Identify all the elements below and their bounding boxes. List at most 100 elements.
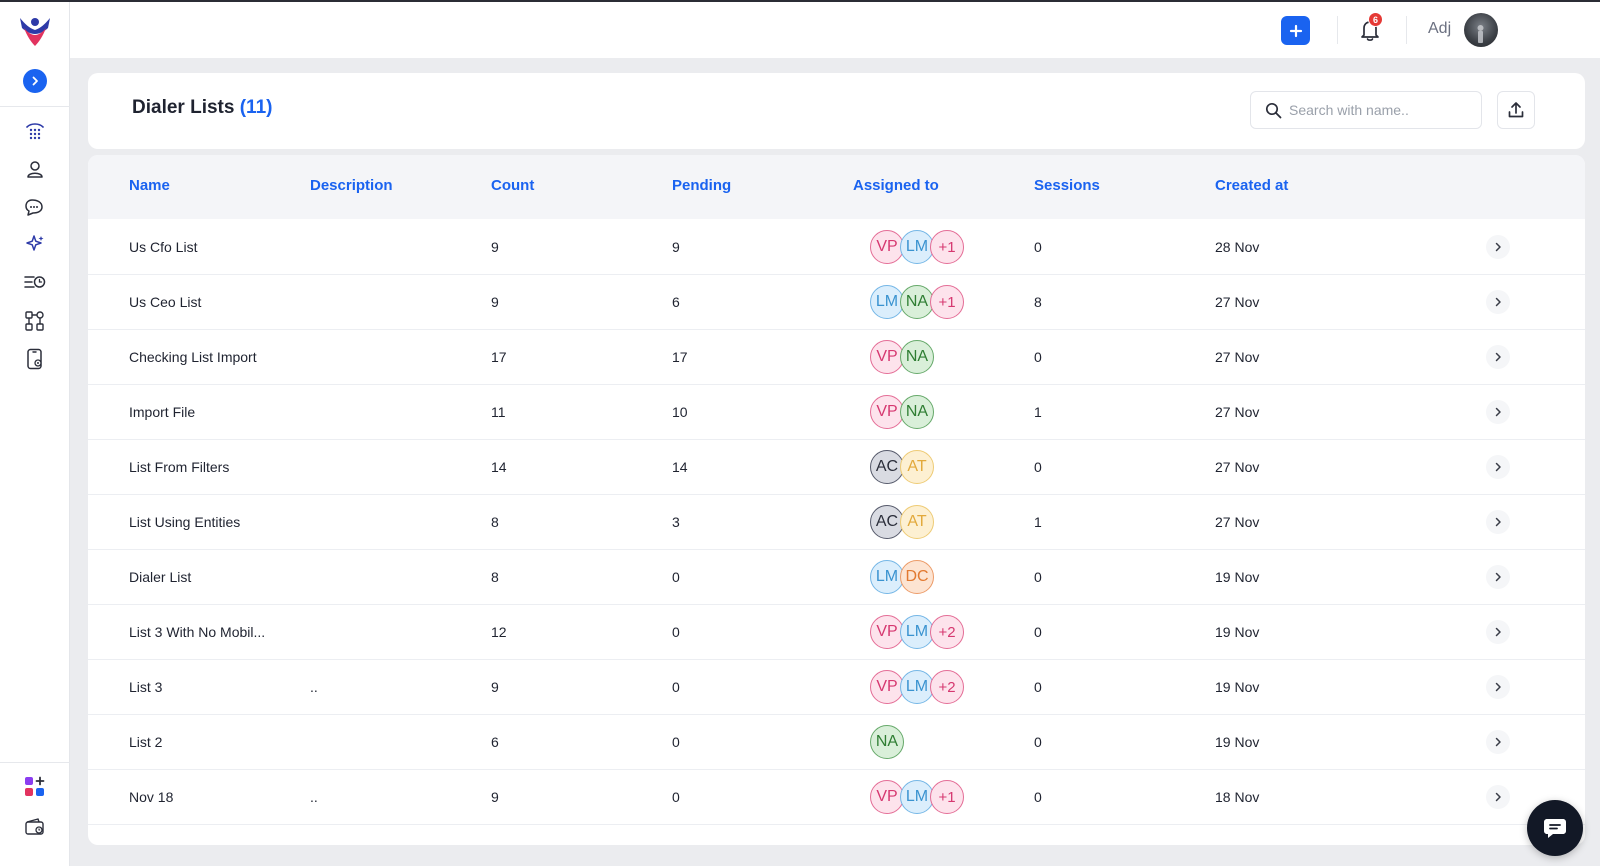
- open-row-button[interactable]: [1486, 730, 1510, 754]
- cell-sessions: 0: [1034, 679, 1042, 695]
- open-row-button[interactable]: [1486, 290, 1510, 314]
- table-row[interactable]: List 2 6 0 NA 0 19 Nov: [88, 714, 1585, 770]
- cell-count: 8: [491, 569, 499, 585]
- open-row-button[interactable]: [1486, 400, 1510, 424]
- assignee-avatar: DC: [900, 560, 934, 594]
- open-row-button[interactable]: [1486, 785, 1510, 809]
- assignee-avatar: AC: [870, 505, 904, 539]
- assignee-avatar: VP: [870, 340, 904, 374]
- open-row-button[interactable]: [1486, 620, 1510, 644]
- assigned-avatars[interactable]: VP NA: [870, 395, 934, 429]
- search-field[interactable]: [1250, 91, 1482, 129]
- assigned-avatars[interactable]: VP NA: [870, 340, 934, 374]
- open-row-button[interactable]: [1486, 565, 1510, 589]
- table-row[interactable]: Dialer List 8 0 LM DC 0 19 Nov: [88, 549, 1585, 605]
- sidebar-item-add-apps[interactable]: [23, 775, 47, 799]
- cell-name: List Using Entities: [129, 514, 241, 530]
- column-header-description[interactable]: Description: [310, 177, 393, 194]
- user-name[interactable]: Adj: [1428, 20, 1452, 37]
- cell-pending: 9: [672, 239, 680, 255]
- table-row[interactable]: Us Ceo List 9 6 LM NA +1 8 27 Nov: [88, 274, 1585, 330]
- cell-name: List From Filters: [129, 459, 230, 475]
- conversations-icon: [25, 199, 43, 216]
- table-row[interactable]: Import File 11 10 VP NA 1 27 Nov: [88, 384, 1585, 440]
- cell-name: Import File: [129, 404, 196, 420]
- assigned-avatars[interactable]: VP LM +1: [870, 230, 964, 264]
- cell-pending: 3: [672, 514, 680, 530]
- cell-pending: 0: [672, 624, 680, 640]
- export-button[interactable]: [1497, 91, 1535, 129]
- cell-created: 27 Nov: [1215, 514, 1260, 530]
- assignee-avatar: LM: [900, 670, 934, 704]
- sidebar-item-mobile-settings[interactable]: [23, 347, 47, 371]
- open-row-button[interactable]: [1486, 455, 1510, 479]
- assigned-avatars[interactable]: VP LM +2: [870, 615, 964, 649]
- cell-count: 9: [491, 294, 499, 310]
- column-header-sessions[interactable]: Sessions: [1034, 177, 1100, 194]
- search-input[interactable]: [1289, 92, 1474, 128]
- chevron-right-icon: [1495, 407, 1501, 417]
- cell-created: 27 Nov: [1215, 404, 1260, 420]
- column-header-created-at[interactable]: Created at: [1215, 177, 1289, 194]
- column-header-count[interactable]: Count: [491, 177, 535, 194]
- table-row[interactable]: Checking List Import 17 17 VP NA 0 27 Nov: [88, 329, 1585, 385]
- cell-count: 6: [491, 734, 499, 750]
- table-row[interactable]: List 3.. 9 0 VP LM +2 0 19 Nov: [88, 659, 1585, 715]
- table-row[interactable]: List Using Entities 8 3 AC AT 1 27 Nov: [88, 494, 1585, 550]
- create-new-button[interactable]: [1281, 16, 1310, 45]
- user-avatar[interactable]: [1464, 13, 1498, 47]
- assigned-avatars[interactable]: VP LM +1: [870, 780, 964, 814]
- sidebar-item-contacts[interactable]: [23, 157, 47, 181]
- sidebar-item-queue-history[interactable]: [23, 270, 47, 294]
- more-assignees-badge[interactable]: +2: [930, 615, 964, 649]
- cell-description: ..: [310, 789, 318, 805]
- open-row-button[interactable]: [1486, 345, 1510, 369]
- expand-sidebar-button[interactable]: [23, 69, 47, 93]
- sidebar-item-dialer[interactable]: [23, 119, 47, 143]
- more-assignees-badge[interactable]: +1: [930, 230, 964, 264]
- column-header-pending[interactable]: Pending: [672, 177, 732, 194]
- app-logo[interactable]: [17, 14, 53, 48]
- assigned-avatars[interactable]: VP LM +2: [870, 670, 964, 704]
- assigned-avatars[interactable]: NA: [870, 725, 904, 759]
- list-count: (11): [239, 97, 273, 118]
- chat-icon: [1544, 819, 1566, 838]
- open-row-button[interactable]: [1486, 510, 1510, 534]
- assignee-avatar: VP: [870, 670, 904, 704]
- assignee-avatar: NA: [900, 285, 934, 319]
- sidebar-item-conversations[interactable]: [23, 195, 47, 219]
- sidebar-item-wallet[interactable]: [23, 815, 47, 839]
- assignee-avatar: LM: [900, 615, 934, 649]
- assigned-avatars[interactable]: LM DC: [870, 560, 934, 594]
- assignee-avatar: AT: [900, 505, 934, 539]
- plus-icon: [1289, 24, 1302, 37]
- open-row-button[interactable]: [1486, 235, 1510, 259]
- cell-created: 27 Nov: [1215, 459, 1260, 475]
- assigned-avatars[interactable]: AC AT: [870, 505, 934, 539]
- column-header-name[interactable]: Name: [129, 177, 170, 194]
- assigned-avatars[interactable]: LM NA +1: [870, 285, 964, 319]
- cell-sessions: 0: [1034, 459, 1042, 475]
- more-assignees-badge[interactable]: +2: [930, 670, 964, 704]
- table-row[interactable]: List 3 With No Mobil... 12 0 VP LM +2 0 19 Nov: [88, 604, 1585, 660]
- sidebar-item-workflows[interactable]: [23, 309, 47, 333]
- cell-count: 11: [491, 404, 506, 420]
- cell-count: 17: [491, 349, 507, 365]
- cell-name: Us Ceo List: [129, 294, 202, 310]
- cell-pending: 6: [672, 294, 680, 310]
- wallet-icon: [25, 818, 44, 835]
- open-row-button[interactable]: [1486, 675, 1510, 699]
- table-row[interactable]: List From Filters 14 14 AC AT 0 27 Nov: [88, 439, 1585, 495]
- sidebar-item-ai[interactable]: [23, 232, 47, 256]
- more-assignees-badge[interactable]: +1: [930, 285, 964, 319]
- assignee-avatar: VP: [870, 780, 904, 814]
- assignee-avatar: NA: [870, 725, 904, 759]
- chevron-right-icon: [1495, 352, 1501, 362]
- more-assignees-badge[interactable]: +1: [930, 780, 964, 814]
- table-row[interactable]: Us Cfo List 9 9 VP LM +1 0 28 Nov: [88, 219, 1585, 275]
- column-header-assigned-to[interactable]: Assigned to: [853, 177, 939, 194]
- table-row[interactable]: Nov 18.. 9 0 VP LM +1 0 18 Nov: [88, 769, 1585, 825]
- chat-support-button[interactable]: [1527, 800, 1583, 856]
- assigned-avatars[interactable]: AC AT: [870, 450, 934, 484]
- chevron-right-icon: [1495, 462, 1501, 472]
